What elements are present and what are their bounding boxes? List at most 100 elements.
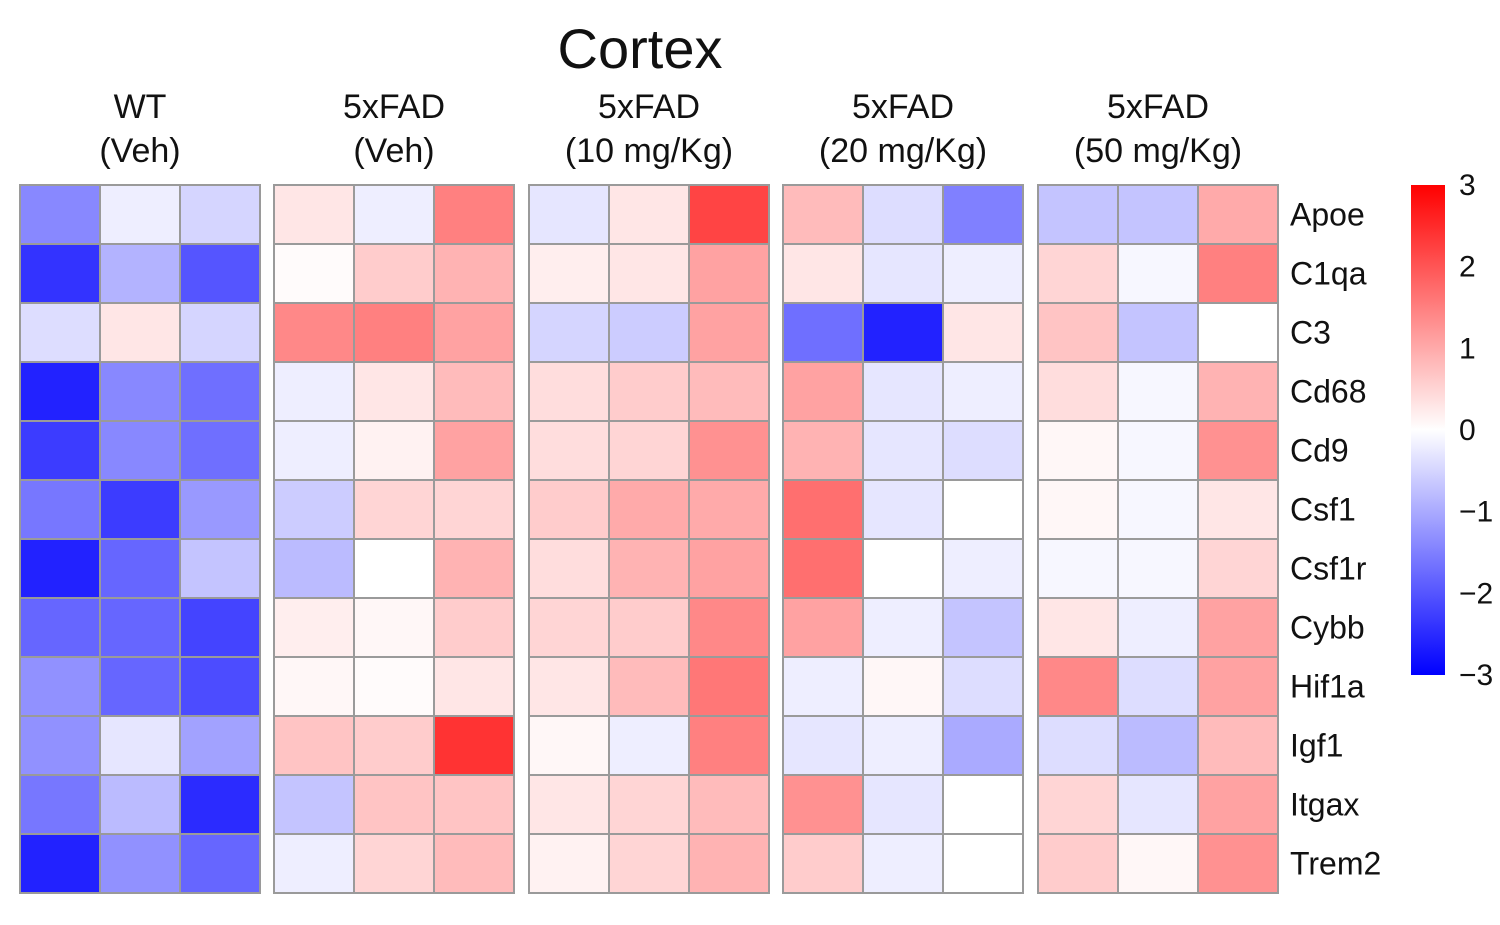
heatmap-cell bbox=[1037, 538, 1119, 599]
heatmap-cell bbox=[782, 833, 864, 894]
heatmap-cell bbox=[1197, 361, 1279, 422]
color-scale-tick-label: 0 bbox=[1459, 414, 1476, 447]
heatmap-cell bbox=[528, 420, 610, 481]
heatmap-cell bbox=[862, 774, 944, 835]
color-scale-bar bbox=[1411, 185, 1445, 675]
heatmap-cell bbox=[433, 420, 515, 481]
heatmap-cell bbox=[19, 302, 101, 363]
color-scale: 3 2 1 0 −1 −2 −3 bbox=[1411, 169, 1493, 692]
heatmap-cell bbox=[608, 420, 690, 481]
heatmap-cell bbox=[1117, 184, 1199, 245]
heatmap-cell bbox=[99, 833, 181, 894]
heatmap-cell bbox=[433, 656, 515, 717]
gene-label: Trem2 bbox=[1290, 846, 1381, 882]
heatmap-cell bbox=[608, 774, 690, 835]
heatmap-cell bbox=[1037, 302, 1119, 363]
heatmap-cell bbox=[862, 656, 944, 717]
heatmap-cell bbox=[1117, 715, 1199, 776]
gene-label: Cybb bbox=[1290, 610, 1365, 646]
heatmap-cell bbox=[273, 184, 355, 245]
panel-border bbox=[19, 184, 261, 894]
heatmap-cell bbox=[99, 597, 181, 658]
heatmap-cell bbox=[782, 420, 864, 481]
heatmap-cell bbox=[19, 715, 101, 776]
gene-label: Csf1 bbox=[1290, 492, 1356, 528]
heatmap-cell bbox=[782, 184, 864, 245]
heatmap-cell bbox=[528, 361, 610, 422]
heatmap-cell bbox=[179, 243, 261, 304]
gene-label: Hif1a bbox=[1290, 669, 1365, 705]
heatmap-cell bbox=[1117, 597, 1199, 658]
heatmap-cell bbox=[1117, 243, 1199, 304]
group-label-line2: (20 mg/Kg) bbox=[819, 132, 987, 170]
gene-label: Igf1 bbox=[1290, 728, 1343, 764]
heatmap-cell bbox=[179, 715, 261, 776]
heatmap-cell bbox=[608, 184, 690, 245]
heatmap-cell bbox=[353, 420, 435, 481]
heatmap-cell bbox=[1197, 479, 1279, 540]
heatmap-cell bbox=[942, 774, 1024, 835]
heatmap-cell bbox=[1037, 597, 1119, 658]
heatmap-cell bbox=[942, 243, 1024, 304]
heatmap-cell bbox=[433, 302, 515, 363]
panel-group-2: 5xFAD (Veh) bbox=[273, 88, 515, 894]
heatmap-cell bbox=[1037, 361, 1119, 422]
heatmap-cell bbox=[608, 656, 690, 717]
heatmap-cell bbox=[782, 715, 864, 776]
color-scale-tick-label: −1 bbox=[1459, 496, 1493, 529]
heatmap-cell bbox=[942, 184, 1024, 245]
heatmap-cell bbox=[353, 774, 435, 835]
heatmap-cell bbox=[942, 833, 1024, 894]
heatmap-cell bbox=[273, 774, 355, 835]
heatmap-cell bbox=[1117, 833, 1199, 894]
color-scale-tick-label: −3 bbox=[1459, 659, 1493, 692]
panel-border bbox=[782, 184, 1024, 894]
heatmap-cell bbox=[688, 361, 770, 422]
gene-label: C1qa bbox=[1290, 256, 1367, 292]
color-scale-tick-label: −2 bbox=[1459, 577, 1493, 610]
heatmap-cell bbox=[353, 715, 435, 776]
heatmap-cell bbox=[179, 361, 261, 422]
heatmap-cell bbox=[1037, 184, 1119, 245]
heatmap-cell bbox=[688, 479, 770, 540]
heatmap-cell bbox=[688, 656, 770, 717]
heatmap-cell bbox=[433, 833, 515, 894]
heatmap-cell bbox=[179, 774, 261, 835]
color-scale-tick-label: 2 bbox=[1459, 251, 1476, 284]
heatmap-cell bbox=[942, 715, 1024, 776]
heatmap-cell bbox=[782, 361, 864, 422]
heatmap-cell bbox=[528, 479, 610, 540]
heatmap-cell bbox=[1197, 656, 1279, 717]
group-label-line2: (Veh) bbox=[353, 132, 434, 170]
panel-border bbox=[273, 184, 515, 894]
heatmap-cell bbox=[273, 361, 355, 422]
heatmap-cell bbox=[1197, 774, 1279, 835]
heatmap-cell bbox=[353, 656, 435, 717]
heatmap-cell bbox=[942, 597, 1024, 658]
heatmap-cell bbox=[862, 833, 944, 894]
heatmap-cell bbox=[608, 479, 690, 540]
heatmap-cell bbox=[862, 715, 944, 776]
heatmap-cell bbox=[1037, 243, 1119, 304]
heatmap-cell bbox=[179, 420, 261, 481]
color-scale-tick-label: 1 bbox=[1459, 332, 1476, 365]
heatmap-cell bbox=[1197, 833, 1279, 894]
heatmap-cell bbox=[1197, 597, 1279, 658]
heatmap-cell bbox=[782, 538, 864, 599]
heatmap-cell bbox=[782, 774, 864, 835]
heatmap-cell bbox=[273, 479, 355, 540]
heatmap-cell bbox=[862, 479, 944, 540]
heatmap-cell bbox=[1197, 302, 1279, 363]
heatmap-cell bbox=[528, 243, 610, 304]
heatmap-cell bbox=[19, 420, 101, 481]
panel-group-5: 5xFAD (50 mg/Kg) bbox=[1037, 88, 1279, 894]
heatmap-cell bbox=[1197, 538, 1279, 599]
group-label-line1: 5xFAD bbox=[852, 88, 954, 126]
heatmap-cell bbox=[528, 715, 610, 776]
heatmap-cell bbox=[782, 243, 864, 304]
heatmap-cell bbox=[1037, 715, 1119, 776]
heatmap-cell bbox=[782, 597, 864, 658]
panel-border bbox=[528, 184, 770, 894]
heatmap-cell bbox=[942, 656, 1024, 717]
heatmap-cell bbox=[433, 479, 515, 540]
